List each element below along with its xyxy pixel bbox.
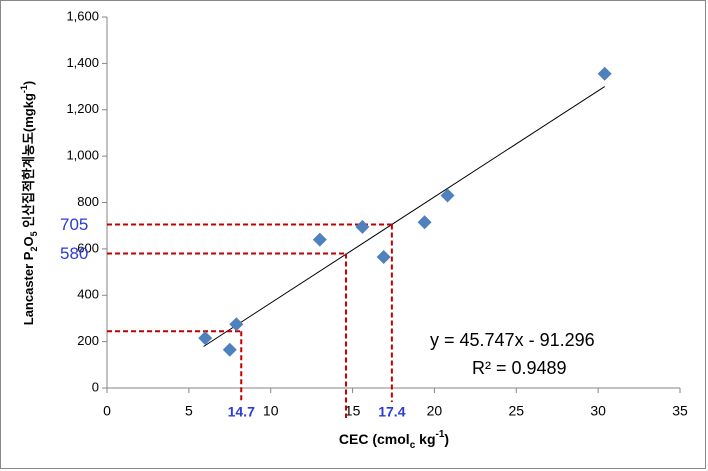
equation: y = 45.747x - 91.296 [430, 330, 595, 350]
r-squared: R² = 0.9489 [472, 358, 567, 378]
x-tick-label: 20 [427, 403, 443, 419]
ref-x-label-bg [224, 402, 259, 422]
x-tick-label: 15 [345, 403, 361, 419]
point [597, 66, 612, 81]
ref-x-label-bg [374, 402, 409, 422]
x-axis-title-part: CEC (cmol [339, 431, 410, 447]
y-axis-title-part: 2 [29, 247, 39, 252]
ref-y-label: 580 [60, 244, 88, 263]
y-tick-label: 1,000 [66, 148, 99, 163]
y-tick-label: 1,400 [66, 55, 99, 70]
y-tick-label: 1,600 [66, 8, 99, 23]
point [198, 331, 213, 346]
x-tick-label: 5 [185, 403, 193, 419]
y-axis-title-part: ) [21, 81, 36, 85]
x-axis-title-part: kg [415, 431, 435, 447]
y-tick-label: 600 [77, 240, 99, 255]
point [229, 317, 244, 332]
y-axis-title-part: 5 [29, 231, 39, 236]
y-axis-title: Lancaster P2O5 인산집적한계농도(mgkg-1) [19, 81, 39, 326]
y-axis-title-part: 인산집적한계농도(mgkg [21, 93, 36, 231]
ref-y-label: 705 [60, 215, 88, 234]
x-axis-title-part: -1 [436, 429, 445, 440]
y-tick-label: 800 [77, 194, 99, 209]
x-axis-title: CEC (cmolc kg-1) [339, 429, 449, 451]
y-axis-title-part: -1 [19, 85, 29, 93]
point [440, 188, 455, 203]
y-tick-label: 200 [77, 333, 99, 348]
point [312, 232, 327, 247]
x-tick-label: 30 [590, 403, 606, 419]
point [417, 215, 432, 230]
y-tick-label: 0 [92, 379, 99, 394]
point [355, 219, 370, 234]
point [376, 249, 391, 264]
y-axis-title-part: O [21, 236, 36, 246]
y-tick-label: 1,200 [66, 101, 99, 116]
y-axis-title-part: Lancaster P [21, 251, 36, 325]
x-tick-label: 25 [508, 403, 524, 419]
trendline [203, 86, 605, 347]
x-tick-label: 35 [672, 403, 688, 419]
x-tick-label: 10 [263, 403, 279, 419]
ref-x-label: 17.4 [378, 404, 405, 420]
y-tick-label: 400 [77, 287, 99, 302]
x-tick-label: 0 [103, 403, 111, 419]
point [222, 342, 237, 357]
x-axis-title-part: c [410, 440, 416, 451]
ref-x-label: 14.7 [228, 404, 255, 420]
x-axis-title-part: ) [444, 431, 449, 447]
